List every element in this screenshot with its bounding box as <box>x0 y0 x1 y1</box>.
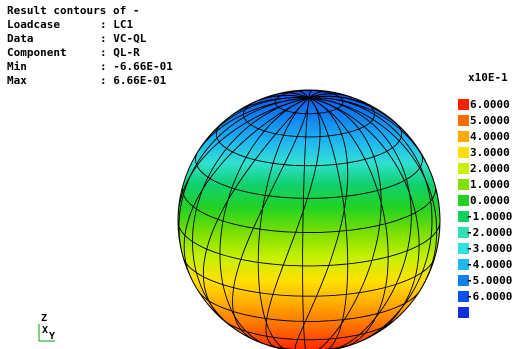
mesh-line <box>178 221 440 267</box>
info-key: Loadcase <box>7 18 60 31</box>
legend-value: 1.0000 <box>470 178 510 191</box>
axis-triad: Z X Y <box>35 314 65 344</box>
info-value: : 6.66E-01 <box>100 74 167 87</box>
legend-value: 6.0000 <box>470 98 510 111</box>
mesh-line <box>178 97 310 216</box>
info-key: Data <box>7 32 34 45</box>
info-key: Component <box>7 46 67 59</box>
info-key: Min <box>7 60 27 73</box>
legend-swatch <box>458 195 469 206</box>
legend-value: -1.0000 <box>466 210 513 223</box>
legend-value: 3.0000 <box>470 146 510 159</box>
mesh-line <box>265 97 321 349</box>
mesh-line <box>178 97 310 265</box>
info-value: : LC1 <box>100 18 134 31</box>
mesh-line <box>196 97 310 154</box>
legend-swatch <box>458 99 469 110</box>
mesh-line <box>308 90 314 98</box>
axis-x-label: X <box>42 325 49 336</box>
legend-value: -2.0000 <box>466 226 513 239</box>
legend-swatch <box>458 179 469 190</box>
mesh-line <box>294 97 349 349</box>
legend-swatch <box>458 307 469 318</box>
info-value: : -6.66E-01 <box>100 60 173 73</box>
mesh-line <box>308 97 349 349</box>
result-title: Result contours of - <box>7 4 140 17</box>
legend-swatch <box>458 243 469 254</box>
legend-value: -6.0000 <box>466 290 513 303</box>
legend-swatch <box>458 275 469 286</box>
legend-swatch <box>458 115 469 126</box>
mesh-line <box>308 97 382 349</box>
legend-swatch <box>458 211 469 222</box>
legend-value: 2.0000 <box>470 162 510 175</box>
info-row-component: Component : QL-R <box>7 46 173 60</box>
mesh-line <box>308 97 438 291</box>
mesh-line <box>182 185 436 233</box>
info-row-min: Min : -6.66E-01 <box>7 60 173 74</box>
mesh-line <box>183 257 436 297</box>
info-row-data: Data : VC-QL <box>7 32 173 46</box>
mesh-line <box>198 290 420 322</box>
axis-z-label: Z <box>41 313 48 324</box>
sphere-mesh <box>178 90 440 349</box>
legend-swatch <box>458 259 469 270</box>
mesh-line <box>192 97 310 329</box>
mesh-line <box>308 97 389 349</box>
legend-value: 5.0000 <box>470 114 510 127</box>
legend-swatch <box>458 163 469 174</box>
legend-value: 4.0000 <box>470 130 510 143</box>
info-row-max: Max : 6.66E-01 <box>7 74 173 88</box>
mesh-line <box>308 97 412 349</box>
legend-swatch <box>458 227 469 238</box>
mesh-line <box>302 97 310 349</box>
info-row-loadcase: Loadcase : LC1 <box>7 18 173 32</box>
sphere-surface <box>178 90 440 349</box>
mesh-line <box>231 97 310 116</box>
triad-axes <box>38 324 55 342</box>
legend-value: -4.0000 <box>466 258 513 271</box>
sphere-outline <box>177 89 441 349</box>
legend-swatch <box>458 291 469 302</box>
mesh-line <box>232 97 310 341</box>
mesh-line <box>308 97 433 344</box>
mesh-line <box>223 319 396 341</box>
mesh-line <box>215 122 403 167</box>
mesh-line <box>257 97 310 349</box>
legend-value: 0.0000 <box>470 194 510 207</box>
info-value: : QL-R <box>100 46 140 59</box>
mesh-line <box>243 100 375 138</box>
result-info-panel: Result contours of - Loadcase : LC1 Data… <box>7 4 173 88</box>
legend-value: -3.0000 <box>466 242 513 255</box>
mesh-line <box>195 151 423 199</box>
legend-scale-label: x10E-1 <box>468 71 508 84</box>
legend-value: -5.0000 <box>466 274 513 287</box>
mesh-line <box>183 97 310 280</box>
mesh-line <box>219 97 310 347</box>
info-value: : VC-QL <box>100 32 147 45</box>
mesh-line <box>308 97 420 336</box>
axis-y-label: Y <box>49 331 56 342</box>
info-key: Max <box>7 74 27 87</box>
mesh-line <box>202 97 310 321</box>
legend-swatch <box>458 131 469 142</box>
legend-swatch <box>458 147 469 158</box>
